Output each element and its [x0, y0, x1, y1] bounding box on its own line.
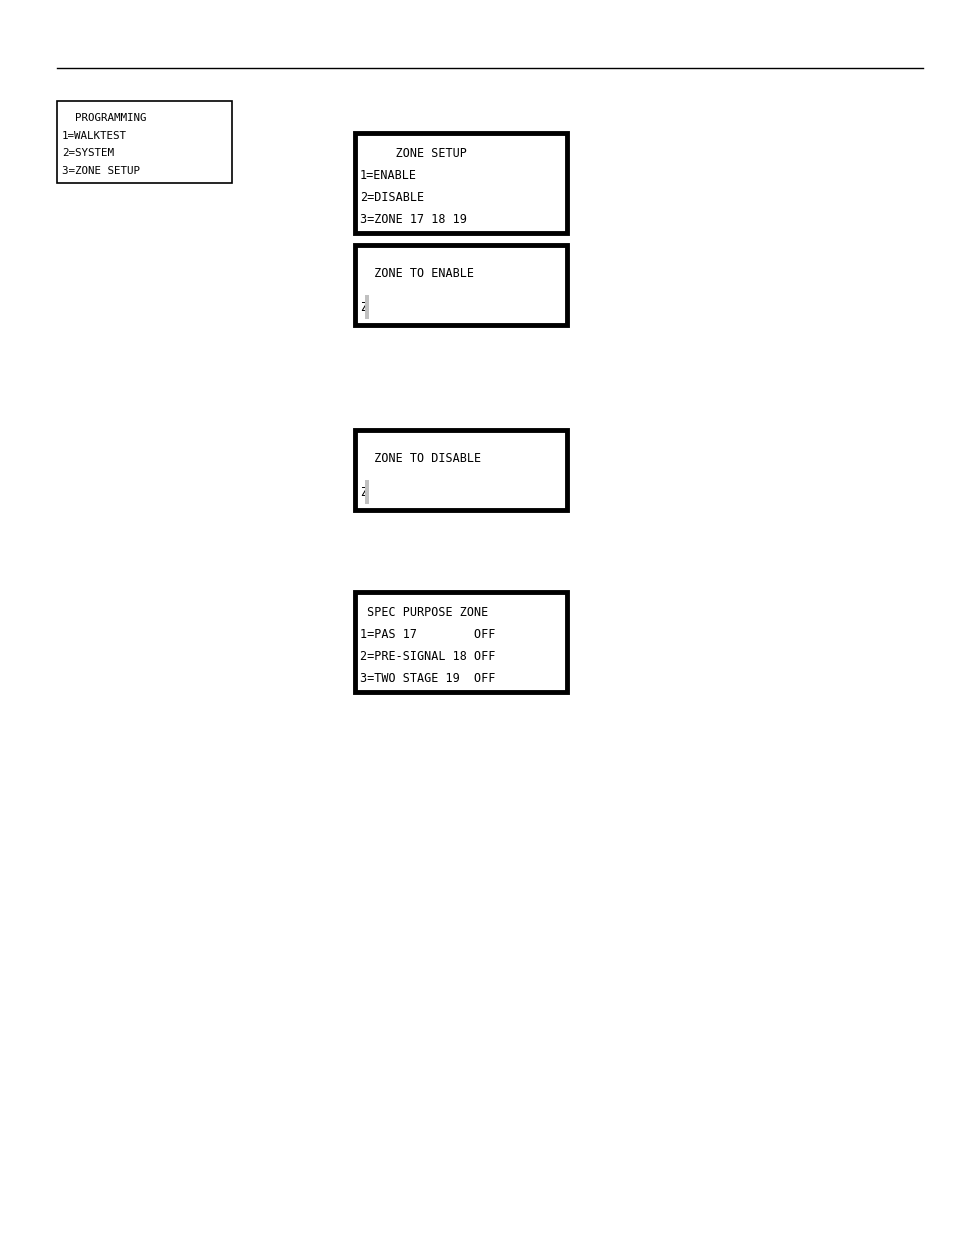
- Text: Z: Z: [359, 300, 367, 314]
- Text: 2=SYSTEM: 2=SYSTEM: [62, 148, 113, 158]
- Text: ZONE SETUP: ZONE SETUP: [359, 147, 466, 159]
- Text: SPEC PURPOSE ZONE: SPEC PURPOSE ZONE: [359, 606, 488, 619]
- Text: ZONE TO ENABLE: ZONE TO ENABLE: [359, 267, 474, 279]
- Text: 3=ZONE SETUP: 3=ZONE SETUP: [62, 165, 140, 175]
- Bar: [365, 480, 369, 504]
- Text: 2=DISABLE: 2=DISABLE: [359, 190, 424, 204]
- Text: 1=PAS 17        OFF: 1=PAS 17 OFF: [359, 627, 495, 641]
- Bar: [365, 295, 369, 319]
- Text: 2=PRE-SIGNAL 18 OFF: 2=PRE-SIGNAL 18 OFF: [359, 650, 495, 663]
- Text: Z: Z: [359, 485, 367, 499]
- Text: PROGRAMMING: PROGRAMMING: [62, 114, 147, 124]
- Text: 3=ZONE 17 18 19: 3=ZONE 17 18 19: [359, 212, 466, 226]
- Bar: [355, 133, 566, 233]
- Bar: [355, 430, 566, 510]
- Text: ZONE TO DISABLE: ZONE TO DISABLE: [359, 452, 480, 464]
- Text: 1=WALKTEST: 1=WALKTEST: [62, 131, 127, 141]
- Bar: [57, 101, 232, 183]
- Bar: [355, 245, 566, 325]
- Bar: [355, 592, 566, 692]
- Text: 1=ENABLE: 1=ENABLE: [359, 169, 416, 182]
- Text: 3=TWO STAGE 19  OFF: 3=TWO STAGE 19 OFF: [359, 672, 495, 684]
